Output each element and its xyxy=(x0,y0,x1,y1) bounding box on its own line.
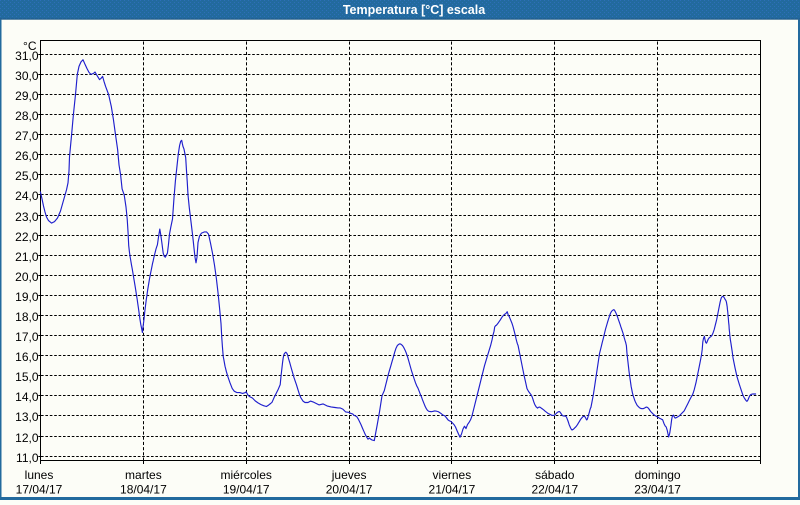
svg-text:23,0: 23,0 xyxy=(15,210,39,224)
svg-text:°C: °C xyxy=(23,39,37,53)
svg-text:miércoles: miércoles xyxy=(221,468,272,482)
svg-text:25,0: 25,0 xyxy=(15,169,39,183)
svg-text:20,0: 20,0 xyxy=(15,270,39,284)
svg-text:18,0: 18,0 xyxy=(15,310,39,324)
svg-text:31,0: 31,0 xyxy=(15,49,39,63)
svg-text:21,0: 21,0 xyxy=(15,250,39,264)
svg-text:martes: martes xyxy=(125,468,162,482)
svg-text:12,0: 12,0 xyxy=(15,431,39,445)
svg-text:13,0: 13,0 xyxy=(15,410,39,424)
svg-text:11,0: 11,0 xyxy=(16,451,39,465)
svg-text:sábado: sábado xyxy=(535,468,575,482)
svg-text:19/04/17: 19/04/17 xyxy=(223,483,270,497)
svg-text:26,0: 26,0 xyxy=(15,149,39,163)
svg-text:16,0: 16,0 xyxy=(15,350,39,364)
svg-text:19,0: 19,0 xyxy=(15,290,39,304)
svg-text:21/04/17: 21/04/17 xyxy=(429,483,476,497)
svg-text:29,0: 29,0 xyxy=(15,89,39,103)
svg-text:22/04/17: 22/04/17 xyxy=(531,483,578,497)
svg-text:jueves: jueves xyxy=(331,468,367,482)
svg-text:20/04/17: 20/04/17 xyxy=(326,483,373,497)
svg-text:Temperatura [°C] escala: Temperatura [°C] escala xyxy=(343,3,486,17)
svg-text:28,0: 28,0 xyxy=(15,109,39,123)
svg-text:15,0: 15,0 xyxy=(15,370,39,384)
svg-text:domingo: domingo xyxy=(635,468,681,482)
svg-text:17,0: 17,0 xyxy=(15,330,39,344)
svg-text:23/04/17: 23/04/17 xyxy=(634,483,681,497)
svg-text:18/04/17: 18/04/17 xyxy=(120,483,167,497)
svg-text:17/04/17: 17/04/17 xyxy=(16,483,63,497)
svg-text:24,0: 24,0 xyxy=(15,189,39,203)
svg-text:22,0: 22,0 xyxy=(15,230,39,244)
svg-text:lunes: lunes xyxy=(25,468,54,482)
svg-text:27,0: 27,0 xyxy=(15,129,39,143)
svg-text:30,0: 30,0 xyxy=(15,69,39,83)
svg-text:viernes: viernes xyxy=(433,468,472,482)
svg-text:14,0: 14,0 xyxy=(15,390,39,404)
